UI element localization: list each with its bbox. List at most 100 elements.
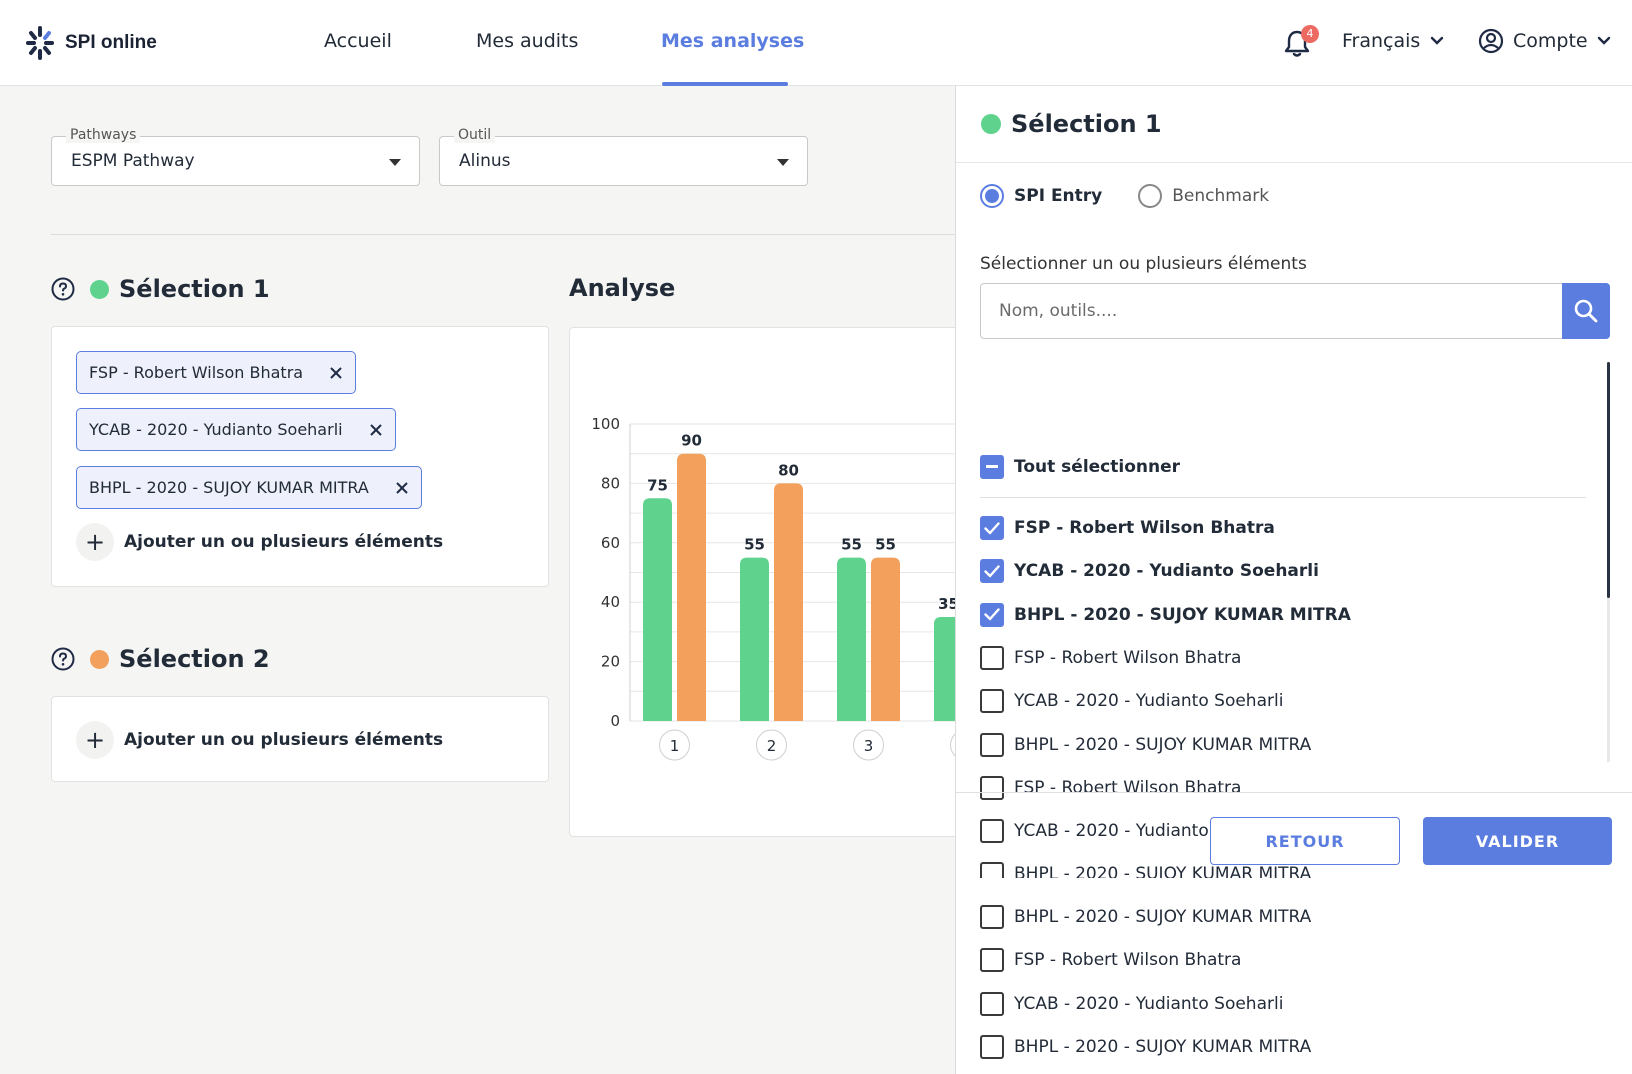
selection2-card: + Ajouter un ou plusieurs éléments (51, 696, 549, 782)
help-icon[interactable] (51, 277, 75, 301)
y-tick-label: 60 (601, 534, 620, 552)
selection2-color-dot (90, 649, 109, 669)
list-item-label: BHPL - 2020 - SUJOY KUMAR MITRA (1014, 907, 1312, 927)
outil-label: Outil (454, 127, 496, 143)
radio-spi-entry-label[interactable]: SPI Entry (1014, 186, 1103, 206)
list-item[interactable]: FSP - Robert Wilson Bhatra (980, 645, 1242, 670)
chip-label: BHPL - 2020 - SUJOY KUMAR MITRA (89, 478, 369, 497)
chevron-down-icon (1597, 36, 1610, 45)
checkbox[interactable] (980, 732, 1004, 757)
list-item[interactable]: FSP - Robert Wilson Bhatra (980, 516, 1275, 540)
x-category-bubble (756, 729, 787, 761)
radio-spi-entry[interactable] (980, 184, 1004, 208)
radio-benchmark[interactable] (1138, 184, 1163, 208)
checkbox-checked[interactable] (980, 559, 1004, 584)
panel-color-dot (981, 114, 1001, 134)
search-button[interactable] (1562, 283, 1610, 339)
help-icon[interactable] (51, 647, 75, 671)
chip-label: YCAB - 2020 - Yudianto Soeharli (89, 420, 343, 439)
checkbox[interactable] (980, 905, 1004, 929)
close-icon[interactable] (395, 481, 409, 495)
list-item[interactable]: BHPL - 2020 - SUJOY KUMAR MITRA (980, 862, 1311, 878)
x-category-bubble (659, 729, 690, 761)
language-selector[interactable]: Français (1342, 30, 1444, 52)
checkbox[interactable] (980, 689, 1004, 714)
search-input[interactable] (981, 284, 1565, 338)
caret-down-icon (389, 159, 401, 166)
x-tick-label: 1 (670, 737, 680, 755)
close-icon[interactable] (329, 366, 343, 380)
list-item[interactable]: BHPL - 2020 - SUJOY KUMAR MITRA (980, 1034, 1312, 1059)
outil-select[interactable]: Outil Alinus (439, 127, 808, 186)
list-item[interactable]: BHPL - 2020 - SUJOY KUMAR MITRA (980, 732, 1311, 757)
x-category-bubble (853, 729, 884, 761)
checkbox[interactable] (980, 862, 1004, 878)
list-item-label: BHPL - 2020 - SUJOY KUMAR MITRA (1014, 864, 1312, 878)
bar-value-label: 80 (778, 461, 799, 479)
selection-chip[interactable]: BHPL - 2020 - SUJOY KUMAR MITRA (76, 466, 422, 509)
checkbox[interactable] (980, 948, 1004, 973)
bar (871, 557, 900, 721)
selection2-title: Sélection 2 (119, 645, 270, 673)
scrollbar-thumb[interactable] (1607, 362, 1610, 598)
plus-icon: + (76, 523, 114, 561)
list-item-label: FSP - Robert Wilson Bhatra (1014, 950, 1242, 971)
checkbox-indeterminate[interactable] (980, 455, 1004, 479)
list-item-label: FSP - Robert Wilson Bhatra (1014, 647, 1242, 668)
select-all-checkbox[interactable]: Tout sélectionner (980, 455, 1180, 479)
account-menu[interactable]: Compte (1478, 28, 1611, 54)
nav-mes-analyses[interactable]: Mes analyses (661, 30, 805, 52)
analyse-chart-card: 020406080100759015580255553354 (569, 327, 990, 837)
selection2-add-button[interactable]: + Ajouter un ou plusieurs éléments (76, 721, 443, 759)
list-item-label: YCAB - 2020 - Yudianto Soeharli (1014, 691, 1284, 712)
list-item[interactable]: YCAB - 2020 - Yudianto Soeharli (980, 559, 1319, 584)
list-item[interactable]: BHPL - 2020 - SUJOY KUMAR MITRA (980, 905, 1311, 929)
user-circle-icon (1478, 28, 1504, 54)
bar-value-label: 35 (938, 595, 959, 613)
x-tick-label: 3 (864, 737, 874, 755)
bar (677, 453, 706, 721)
list-item[interactable]: YCAB - 2020 - Yudianto Soeharli (980, 689, 1284, 714)
checkbox[interactable] (980, 991, 1004, 1016)
select-all-label: Tout sélectionner (1014, 457, 1180, 477)
app-logo[interactable]: SPI online (22, 24, 157, 62)
chevron-down-icon (1431, 36, 1444, 45)
checkbox[interactable] (980, 645, 1004, 670)
pathways-select[interactable]: Pathways ESPM Pathway (51, 127, 420, 186)
list-item[interactable]: FSP - Robert Wilson Bhatra (980, 948, 1242, 973)
notification-badge: 4 (1301, 25, 1319, 43)
search-box (980, 283, 1610, 339)
nav-accueil[interactable]: Accueil (324, 30, 392, 52)
bar-chart: 020406080100759015580255553354 (591, 415, 990, 761)
close-icon[interactable] (369, 423, 383, 437)
checkbox[interactable] (980, 1034, 1004, 1059)
app-name: SPI online (65, 32, 157, 53)
selection1-title: Sélection 1 (119, 275, 270, 303)
nav-mes-audits[interactable]: Mes audits (476, 30, 579, 52)
selection-chip[interactable]: FSP - Robert Wilson Bhatra (76, 351, 357, 394)
search-label: Sélectionner un ou plusieurs éléments (980, 254, 1307, 274)
validate-button[interactable]: VALIDER (1423, 817, 1612, 865)
footer-divider (956, 792, 1632, 793)
y-tick-label: 100 (591, 415, 620, 433)
language-label: Français (1342, 30, 1421, 52)
selection-chip[interactable]: YCAB - 2020 - Yudianto Soeharli (76, 408, 396, 451)
checkbox-checked[interactable] (980, 516, 1004, 540)
items-list[interactable]: Tout sélectionner FSP - Robert Wilson Bh… (956, 358, 1632, 878)
radio-benchmark-label[interactable]: Benchmark (1172, 186, 1270, 206)
bar (740, 557, 769, 721)
outil-value: Alinus (459, 151, 511, 171)
selection1-add-button[interactable]: + Ajouter un ou plusieurs éléments (76, 523, 443, 561)
list-item[interactable]: BHPL - 2020 - SUJOY KUMAR MITRA (980, 602, 1351, 627)
list-item[interactable]: FSP - Robert Wilson Bhatra (980, 775, 1241, 800)
checkbox-checked[interactable] (980, 602, 1004, 627)
list-item-label: YCAB - 2020 - Yudianto Soeharli (1014, 993, 1284, 1014)
x-tick-label: 2 (767, 737, 777, 755)
checkbox[interactable] (980, 775, 1004, 800)
back-button[interactable]: RETOUR (1210, 817, 1400, 865)
y-tick-label: 40 (601, 593, 620, 611)
y-tick-label: 20 (601, 653, 620, 671)
list-item-label: BHPL - 2020 - SUJOY KUMAR MITRA (1014, 1036, 1312, 1057)
list-item[interactable]: YCAB - 2020 - Yudianto Soeharli (980, 991, 1284, 1016)
checkbox[interactable] (980, 819, 1004, 844)
